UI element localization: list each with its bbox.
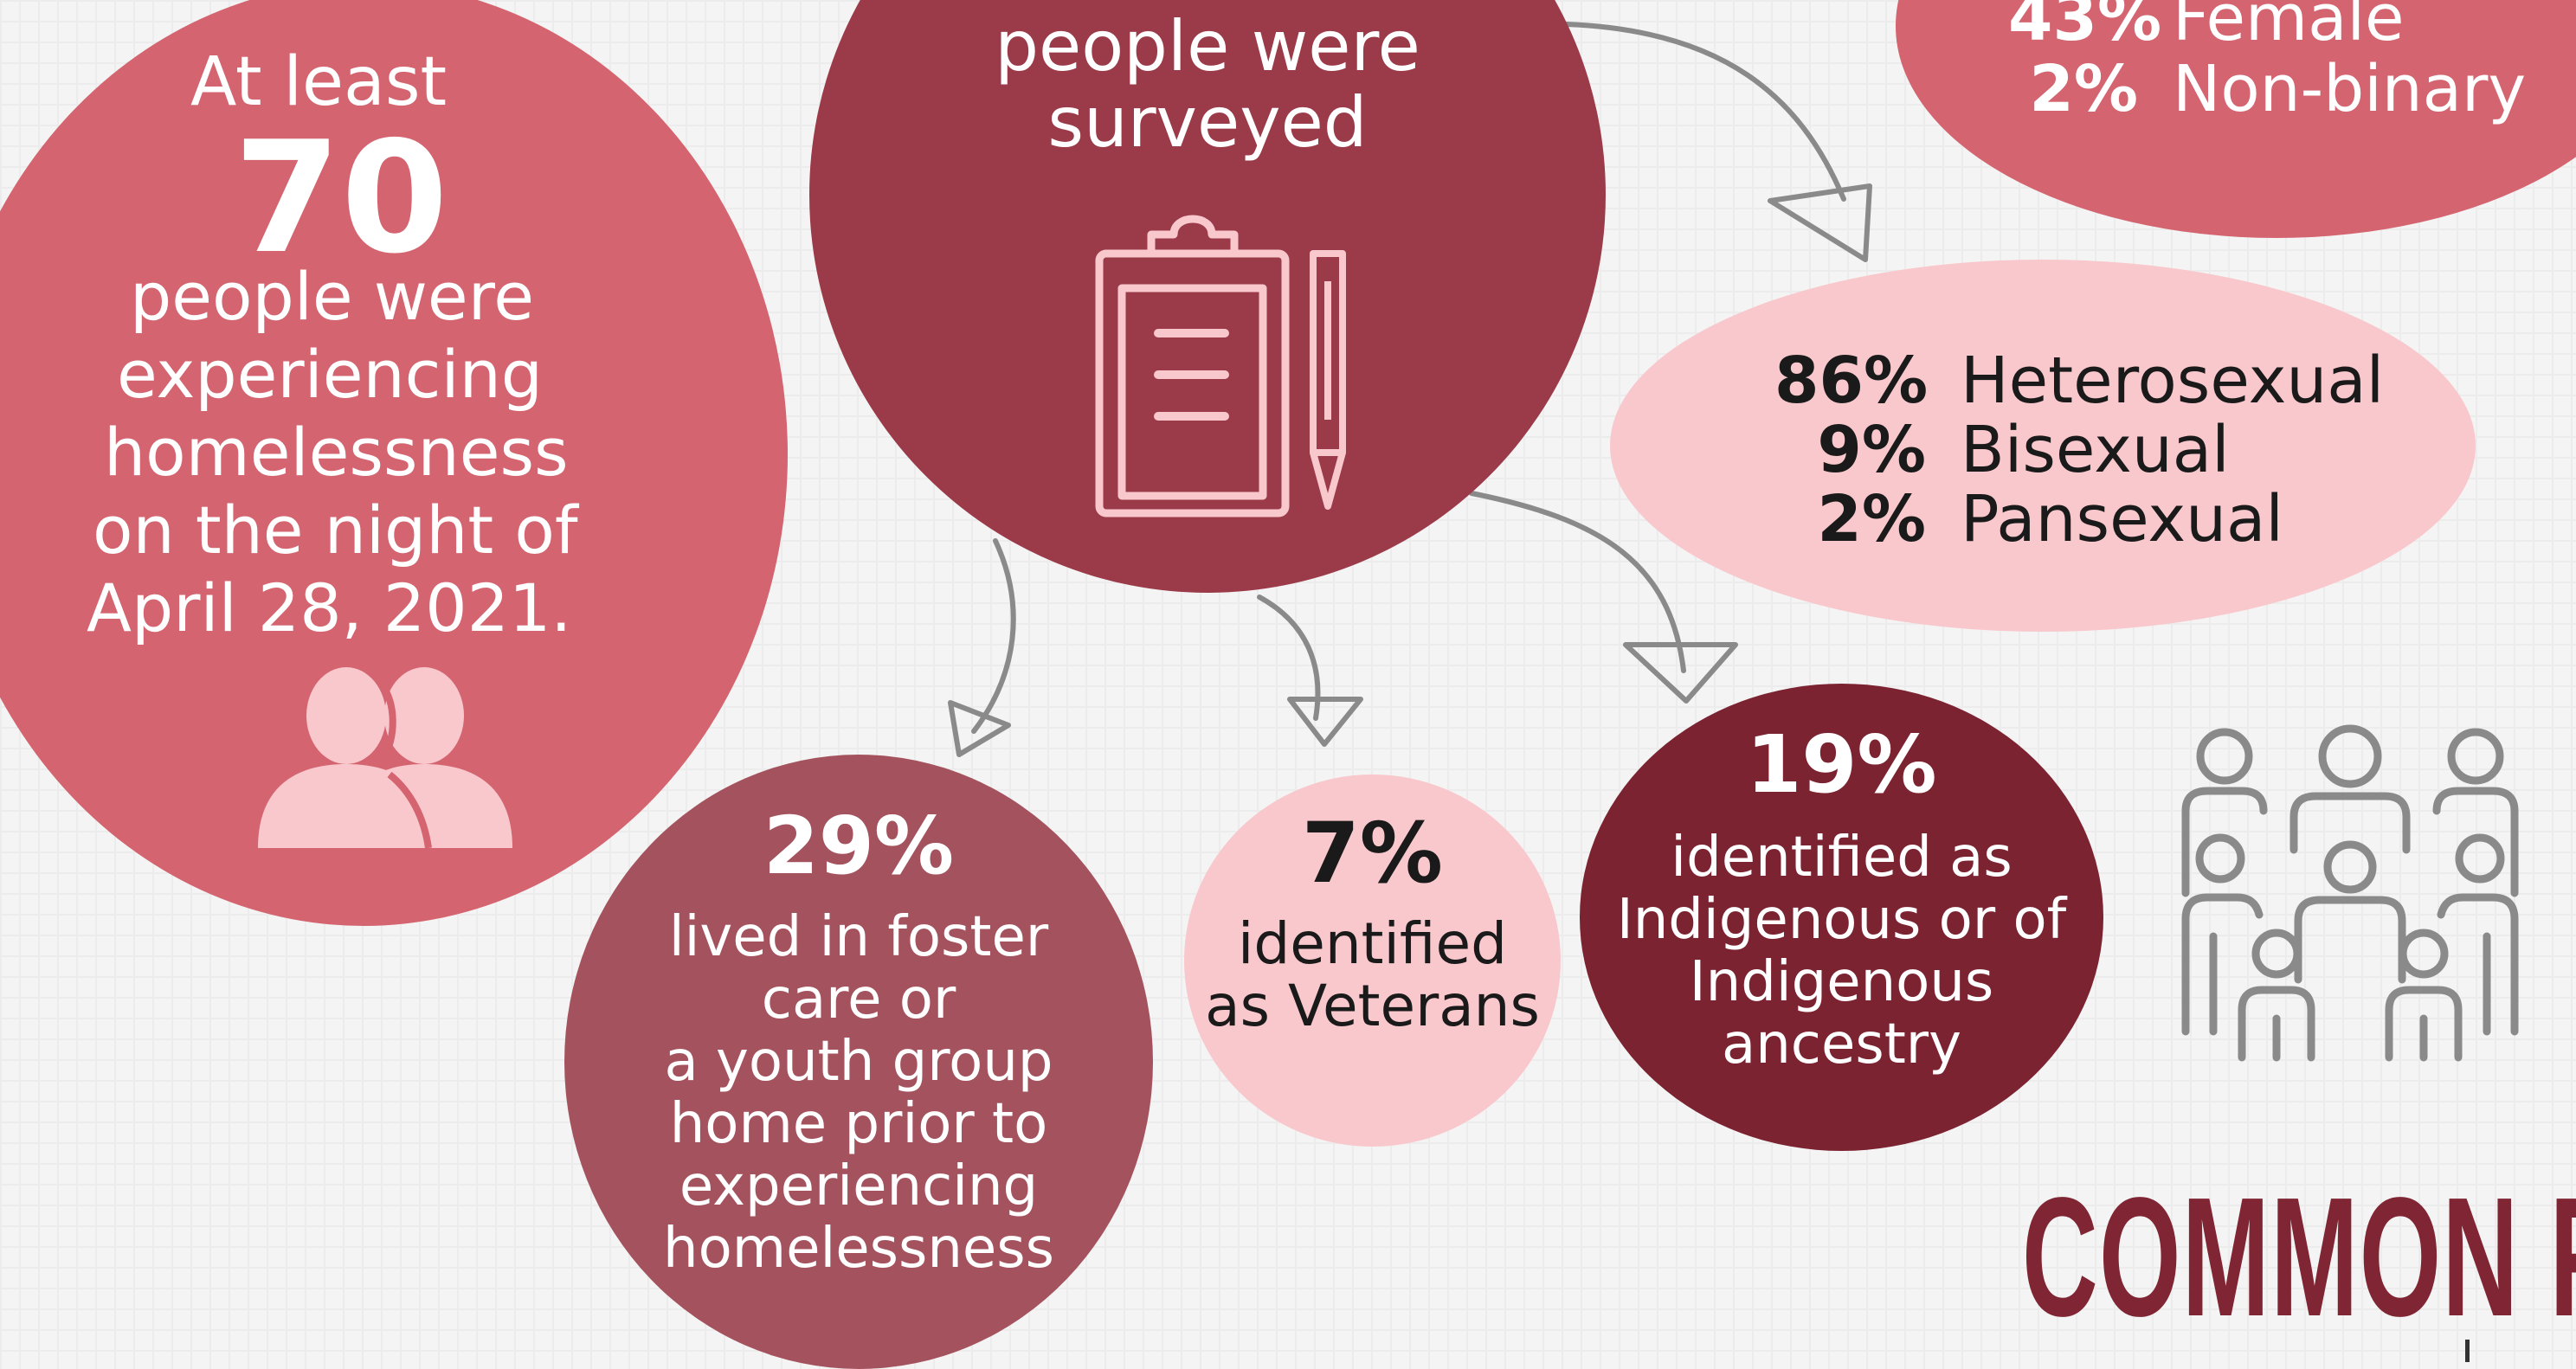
surveyed-text: people were surveyed: [809, 9, 1606, 161]
indigenous-line: ancestry: [1722, 1012, 1961, 1077]
arrowhead-gender: [1768, 183, 1872, 262]
orientation-bubble: 86% Heterosexual 9% Bisexual 2% Pansexua…: [1610, 260, 2476, 632]
section-heading: COMMON F: [2022, 1162, 2576, 1352]
foster-line: care or: [761, 967, 956, 1032]
orientation-label: Heterosexual: [1961, 344, 2385, 418]
arrowhead-veterans: [1287, 697, 1363, 747]
indigenous-line: identified as: [1671, 826, 2012, 890]
pencil-icon: [1310, 250, 1346, 510]
gender-row: 43% Female: [2008, 0, 2526, 54]
indigenous-line: Indigenous: [1689, 950, 1994, 1014]
gender-stats: 43% Female 2% Non-binary: [2008, 0, 2526, 125]
homeless-line: April 28, 2021.: [87, 569, 572, 646]
homeless-number: 70: [234, 108, 448, 287]
indigenous-pct: 19%: [1746, 718, 1937, 811]
orientation-pct: 2%: [1817, 482, 1926, 556]
gender-label: Non-binary: [2173, 52, 2527, 126]
gender-pct: 2%: [2029, 52, 2138, 126]
veterans-line: identified: [1238, 910, 1507, 977]
gender-pct: 43%: [2008, 0, 2162, 55]
veterans-line: as Veterans: [1205, 973, 1540, 1039]
homeless-line: experiencing: [117, 336, 543, 413]
homeless-line: homelessness: [104, 414, 569, 491]
homeless-text: people were experiencing homelessness on…: [61, 258, 788, 647]
orientation-label: Pansexual: [1961, 482, 2283, 556]
orientation-row: 2% Pansexual: [1774, 485, 2384, 554]
foster-line: lived in foster: [668, 905, 1049, 969]
foster-care-bubble: 29% lived in foster care or a youth grou…: [564, 755, 1153, 1369]
orientation-stats: 86% Heterosexual 9% Bisexual 2% Pansexua…: [1774, 346, 2384, 554]
veterans-text: identified as Veterans: [1184, 913, 1561, 1038]
homeless-line: on the night of: [93, 492, 578, 569]
foster-text: lived in foster care or a youth group ho…: [564, 906, 1153, 1280]
gender-label: Female: [2173, 0, 2405, 55]
orientation-pct: 86%: [1774, 344, 1929, 418]
orientation-label: Bisexual: [1961, 413, 2230, 487]
indigenous-bubble: 19% identified as Indigenous or of Indig…: [1580, 684, 2103, 1151]
people-icon: [258, 667, 512, 849]
heading-divider: [2465, 1340, 2470, 1362]
arrow-to-gender: [1564, 22, 1846, 202]
homeless-prefix: At least: [190, 43, 448, 121]
arrow-to-foster: [971, 538, 1016, 734]
arrowhead-indigenous: [1623, 642, 1738, 704]
foster-line: home prior to: [669, 1092, 1048, 1156]
arrow-to-indigenous: [1469, 491, 1686, 673]
surveyed-line: people were: [995, 6, 1420, 87]
indigenous-line: Indigenous or of: [1616, 888, 2067, 952]
foster-line: a youth group: [664, 1030, 1053, 1094]
surveyed-line: surveyed: [1047, 82, 1368, 163]
group-icon: [2181, 724, 2519, 1062]
homeless-count-bubble: At least 70 people were experiencing hom…: [0, 0, 788, 926]
foster-pct: 29%: [763, 800, 955, 892]
foster-line: homelessness: [663, 1217, 1054, 1281]
indigenous-text: identified as Indigenous or of Indigenou…: [1580, 826, 2103, 1076]
arrowhead-foster: [948, 700, 1011, 757]
clipboard-icon: [1095, 215, 1290, 517]
orientation-row: 9% Bisexual: [1774, 415, 2384, 485]
homeless-line: people were: [130, 258, 535, 335]
veterans-bubble: 7% identified as Veterans: [1184, 774, 1561, 1147]
veterans-pct: 7%: [1302, 805, 1443, 902]
gender-row: 2% Non-binary: [2008, 54, 2526, 125]
orientation-pct: 9%: [1817, 413, 1926, 487]
foster-line: experiencing: [679, 1154, 1039, 1218]
orientation-row: 86% Heterosexual: [1774, 346, 2384, 415]
